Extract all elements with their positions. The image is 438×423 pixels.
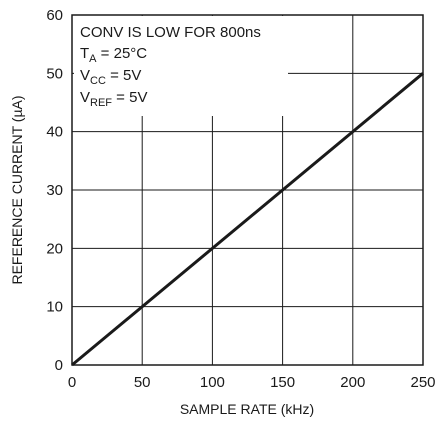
annotation-vref: VREF = 5V	[80, 89, 147, 109]
x-tick-label: 250	[410, 374, 435, 391]
y-tick-label: 30	[46, 182, 63, 199]
y-tick-label: 50	[46, 65, 63, 82]
y-tick-label: 20	[46, 240, 63, 257]
x-tick-label: 100	[200, 374, 225, 391]
series-line	[71, 72, 424, 367]
tick-labels: 0 50 100 150 200 250 0 10 20 30 40 50 60	[46, 7, 435, 391]
y-tick-label: 60	[46, 7, 63, 24]
x-tick-label: 0	[68, 374, 76, 391]
y-axis-label: REFERENCE CURRENT (µA)	[9, 95, 25, 284]
annotation-background	[74, 16, 288, 116]
x-axis-label: SAMPLE RATE (kHz)	[180, 401, 314, 417]
y-tick-label: 40	[46, 124, 63, 141]
y-tick-label: 0	[55, 357, 63, 374]
series	[71, 72, 424, 367]
y-tick-label: 10	[46, 299, 63, 316]
annotation-vcc: VCC = 5V	[80, 67, 141, 87]
x-tick-label: 200	[340, 374, 365, 391]
annotation-ta: TA = 25°C	[80, 45, 147, 65]
x-tick-label: 50	[134, 374, 151, 391]
annotation-conv: CONV IS LOW FOR 800ns	[80, 24, 261, 41]
plot-frame	[71, 14, 424, 366]
x-tick-label: 150	[270, 374, 295, 391]
